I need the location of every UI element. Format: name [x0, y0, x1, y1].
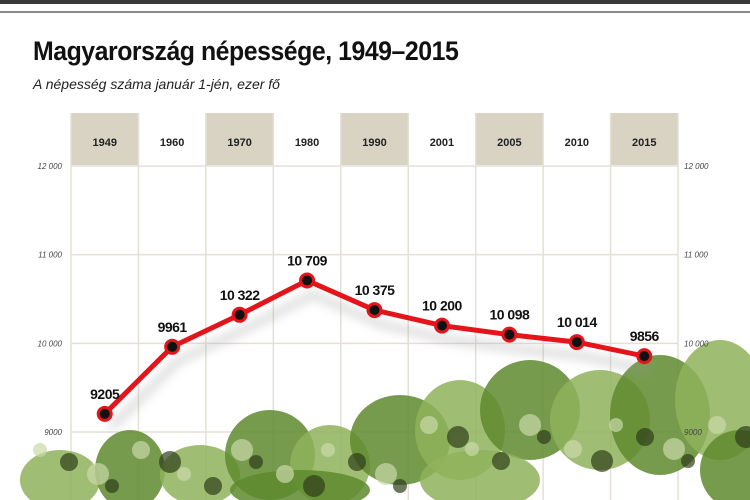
top-rule [0, 0, 750, 4]
data-point [234, 309, 245, 320]
photo-blob [420, 450, 540, 500]
chart-title: Magyarország népessége, 1949–2015 [33, 36, 459, 66]
photo-head [447, 426, 469, 448]
photo-head [636, 428, 654, 446]
top-rule-thin [0, 11, 750, 13]
data-point [99, 408, 110, 419]
data-point [302, 275, 313, 286]
y-tick-right: 10 000 [684, 339, 709, 348]
header-band [205, 113, 274, 165]
year-label: 1970 [227, 137, 251, 149]
y-tick-left: 12 000 [38, 162, 63, 171]
photo-head [231, 439, 253, 461]
y-tick-right: 9000 [684, 428, 702, 437]
photo-head [591, 450, 613, 472]
photo-blob [20, 450, 100, 500]
data-label: 9961 [158, 319, 188, 335]
data-point [639, 351, 650, 362]
photo-head [537, 430, 551, 444]
data-point [167, 341, 178, 352]
header-band [610, 113, 678, 165]
year-label: 1960 [160, 137, 184, 149]
y-tick-right: 12 000 [684, 162, 709, 171]
year-label: 2001 [430, 137, 454, 149]
photo-head [609, 418, 623, 432]
photo-head [303, 475, 325, 497]
photo-head [420, 416, 438, 434]
photo-blob [675, 340, 750, 460]
data-point [436, 320, 447, 331]
header-band [71, 113, 139, 165]
photo-head [393, 479, 407, 493]
photo-head [87, 463, 109, 485]
data-label: 9856 [630, 328, 660, 344]
data-label: 10 322 [220, 287, 261, 303]
header-band [340, 113, 409, 165]
photo-head [735, 426, 750, 448]
photo-head [105, 479, 119, 493]
photo-blob [230, 470, 370, 500]
photo-head [321, 443, 335, 457]
data-point [369, 305, 380, 316]
y-tick-left: 11 000 [38, 251, 62, 260]
data-label: 9205 [90, 386, 120, 402]
photo-head [492, 452, 510, 470]
y-tick-left: 10 000 [38, 339, 63, 348]
photo-head [132, 441, 150, 459]
photo-head [204, 477, 222, 495]
year-label: 2015 [632, 137, 656, 149]
photo-head [177, 467, 191, 481]
data-point [571, 337, 582, 348]
data-label: 10 709 [287, 252, 328, 268]
data-label: 10 200 [422, 298, 463, 314]
photo-head [249, 455, 263, 469]
y-tick-right: 11 000 [684, 251, 708, 260]
photo-head [348, 453, 366, 471]
header-band [475, 113, 544, 165]
crowd-photo [20, 340, 750, 500]
photo-blob [95, 430, 165, 500]
data-label: 10 375 [355, 282, 396, 298]
year-label: 2010 [565, 137, 589, 149]
photo-head [519, 414, 541, 436]
year-label: 1949 [92, 137, 116, 149]
data-point [504, 329, 515, 340]
photo-head [564, 440, 582, 458]
photo-head [159, 451, 181, 473]
y-tick-left: 9000 [44, 428, 62, 437]
year-label: 1980 [295, 137, 319, 149]
year-label: 1990 [362, 137, 386, 149]
photo-head [681, 454, 695, 468]
photo-head [60, 453, 78, 471]
photo-head [465, 442, 479, 456]
photo-head [33, 443, 47, 457]
photo-head [708, 416, 726, 434]
photo-head [375, 463, 397, 485]
chart-subtitle: A népesség száma január 1-jén, ezer fő [33, 76, 280, 92]
photo-blob [700, 430, 750, 500]
photo-head [663, 438, 685, 460]
photo-head [276, 465, 294, 483]
line-shadow [107, 290, 652, 431]
data-label: 10 098 [489, 307, 530, 323]
data-label: 10 014 [557, 314, 598, 330]
year-label: 2005 [497, 137, 521, 149]
